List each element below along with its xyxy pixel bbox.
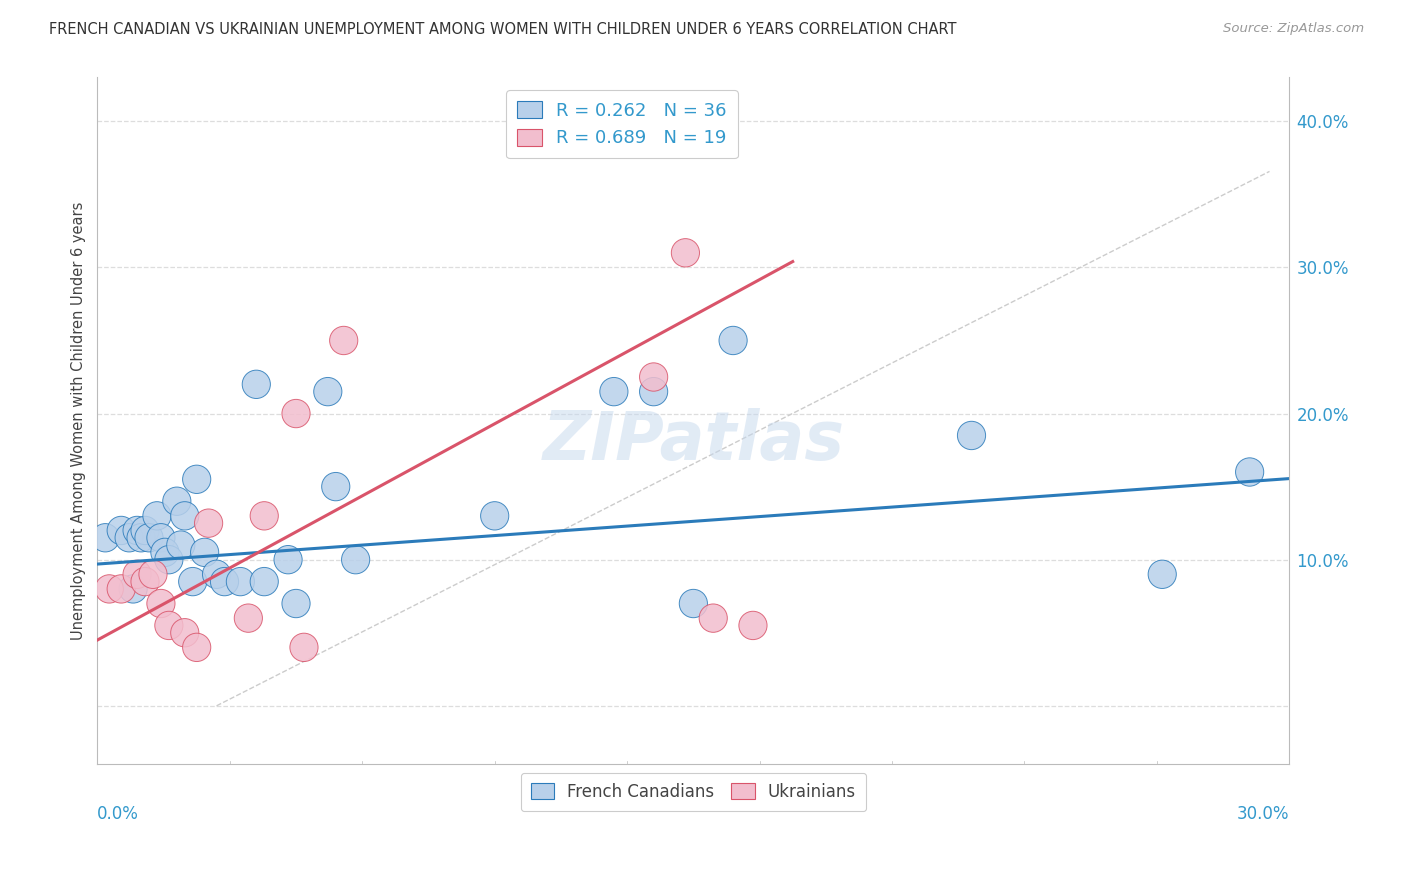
Ellipse shape	[139, 560, 167, 589]
Ellipse shape	[96, 574, 124, 603]
Ellipse shape	[283, 590, 311, 617]
Ellipse shape	[202, 560, 231, 589]
Ellipse shape	[322, 473, 350, 500]
Ellipse shape	[194, 509, 222, 537]
Ellipse shape	[250, 501, 278, 530]
Ellipse shape	[679, 590, 707, 617]
Ellipse shape	[146, 524, 174, 552]
Ellipse shape	[107, 516, 135, 545]
Ellipse shape	[740, 611, 768, 640]
Ellipse shape	[1149, 560, 1177, 589]
Ellipse shape	[283, 400, 311, 428]
Ellipse shape	[127, 524, 155, 552]
Ellipse shape	[170, 501, 198, 530]
Ellipse shape	[274, 546, 302, 574]
Text: 0.0%: 0.0%	[97, 805, 139, 823]
Ellipse shape	[91, 524, 120, 552]
Ellipse shape	[107, 574, 135, 603]
Ellipse shape	[143, 501, 172, 530]
Ellipse shape	[1236, 458, 1264, 486]
Ellipse shape	[135, 524, 163, 552]
Text: 30.0%: 30.0%	[1237, 805, 1289, 823]
Ellipse shape	[191, 538, 219, 566]
Ellipse shape	[170, 618, 198, 647]
Ellipse shape	[179, 567, 207, 596]
Ellipse shape	[314, 377, 342, 406]
Ellipse shape	[600, 377, 628, 406]
Ellipse shape	[957, 421, 986, 450]
Ellipse shape	[640, 377, 668, 406]
Ellipse shape	[242, 370, 270, 399]
Text: ZIPatlas: ZIPatlas	[543, 409, 845, 475]
Ellipse shape	[235, 604, 263, 632]
Ellipse shape	[122, 560, 152, 589]
Ellipse shape	[146, 590, 174, 617]
Ellipse shape	[131, 516, 159, 545]
Ellipse shape	[183, 465, 211, 493]
Ellipse shape	[342, 546, 370, 574]
Ellipse shape	[120, 574, 148, 603]
Ellipse shape	[640, 363, 668, 392]
Ellipse shape	[155, 546, 183, 574]
Ellipse shape	[699, 604, 727, 632]
Ellipse shape	[122, 516, 152, 545]
Ellipse shape	[226, 567, 254, 596]
Legend: French Canadians, Ukrainians: French Canadians, Ukrainians	[520, 772, 866, 811]
Ellipse shape	[211, 567, 239, 596]
Ellipse shape	[183, 633, 211, 662]
Ellipse shape	[329, 326, 357, 355]
Ellipse shape	[481, 501, 509, 530]
Ellipse shape	[671, 239, 700, 267]
Text: FRENCH CANADIAN VS UKRAINIAN UNEMPLOYMENT AMONG WOMEN WITH CHILDREN UNDER 6 YEAR: FRENCH CANADIAN VS UKRAINIAN UNEMPLOYMEN…	[49, 22, 956, 37]
Ellipse shape	[131, 567, 159, 596]
Ellipse shape	[150, 538, 179, 566]
Ellipse shape	[290, 633, 318, 662]
Ellipse shape	[163, 487, 191, 516]
Y-axis label: Unemployment Among Women with Children Under 6 years: Unemployment Among Women with Children U…	[72, 202, 86, 640]
Ellipse shape	[167, 531, 195, 559]
Ellipse shape	[115, 524, 143, 552]
Ellipse shape	[250, 567, 278, 596]
Text: Source: ZipAtlas.com: Source: ZipAtlas.com	[1223, 22, 1364, 36]
Ellipse shape	[718, 326, 747, 355]
Ellipse shape	[155, 611, 183, 640]
